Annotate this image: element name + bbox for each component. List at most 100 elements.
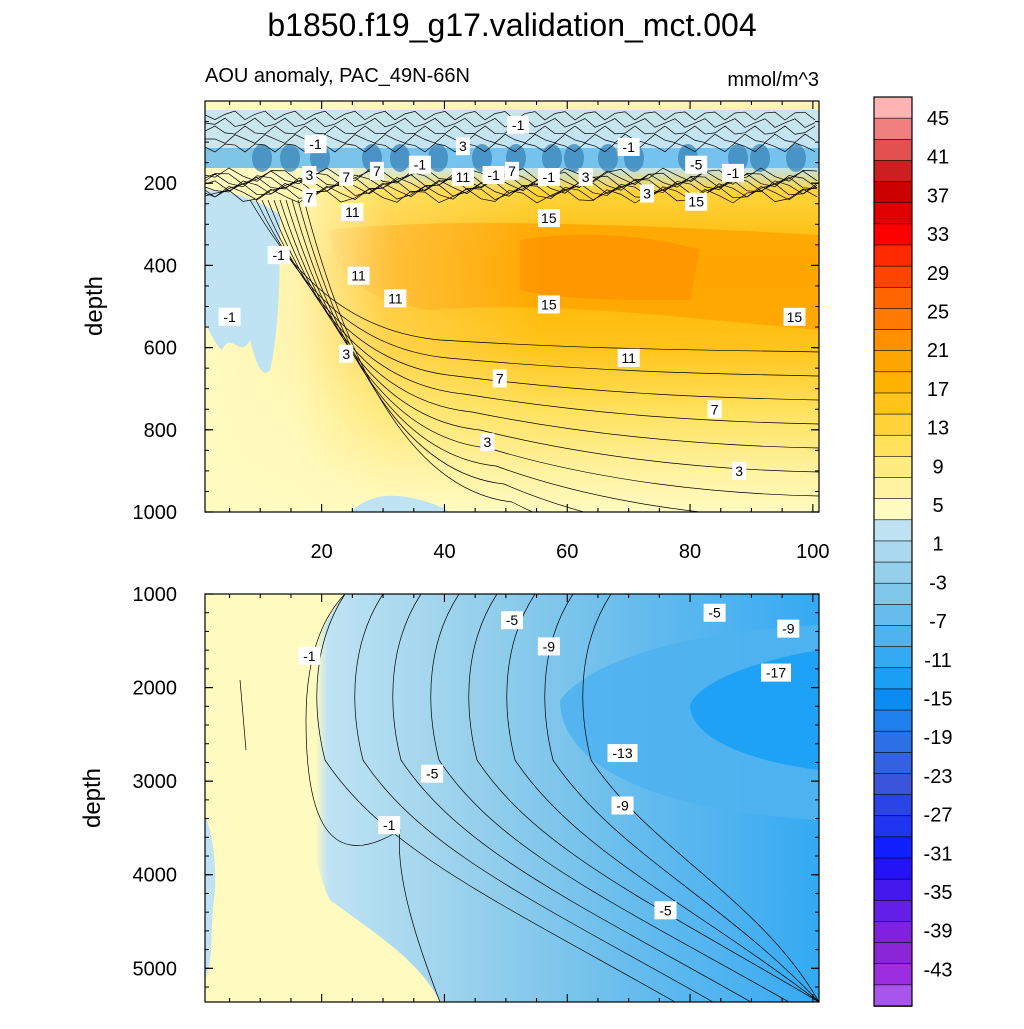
upper-contour-label: -1 (543, 169, 556, 185)
upper-bottom-negative (350, 495, 450, 512)
lower-contour-line (354, 594, 714, 1002)
colorbar-swatch (873, 815, 913, 838)
upper-ylabel: depth (81, 276, 108, 336)
spot-14 (750, 144, 770, 172)
upper-contour-line (267, 199, 819, 425)
upper-surface-contour (205, 110, 816, 121)
upper-ytick-label: 400 (144, 255, 177, 277)
upper-contour-label: 7 (711, 401, 719, 417)
upper-contour-label: 3 (459, 138, 467, 154)
lower-contour-label: -5 (659, 902, 672, 918)
upper-contour-label: 15 (787, 309, 803, 325)
upper-contour-label: 11 (388, 290, 403, 306)
upper-contour-line (273, 199, 819, 449)
upper-contour-label-bg (783, 307, 806, 326)
upper-contour-label: 7 (305, 190, 313, 206)
lower-contour-label: -9 (782, 621, 795, 637)
upper-contour-label-bg (507, 115, 530, 134)
colorbar-swatch (873, 117, 913, 141)
colorbar-swatch (873, 709, 913, 732)
upper-xtick-label: 20 (311, 541, 333, 563)
upper-contour-label-bg (537, 295, 560, 314)
upper-contour-label-bg (617, 348, 640, 367)
upper-contour-label: 3 (582, 169, 590, 185)
colorbar-swatch (873, 752, 913, 775)
upper-contour-line (261, 199, 819, 401)
lower-contour-label: -17 (766, 665, 786, 681)
spot-6 (472, 144, 492, 172)
colorbar-swatch (873, 519, 913, 542)
colorbar-swatch (873, 730, 913, 754)
colorbar-swatch (873, 984, 913, 1007)
upper-wavy-contour (205, 179, 818, 195)
upper-contour-label-bg (455, 137, 470, 156)
chart-title: b1850.f19_g17.validation_mct.004 (267, 7, 756, 43)
colorbar-swatch (873, 456, 913, 479)
upper-contour-label-bg (384, 289, 407, 308)
upper-xtick-label: 80 (679, 541, 701, 563)
upper-contour-label: 11 (345, 204, 360, 220)
upper-contour-label: 15 (541, 296, 557, 312)
colorbar-swatch (873, 371, 913, 394)
lower-contour-line (316, 594, 676, 1002)
spot-1 (280, 144, 300, 172)
upper-contour-label: 15 (688, 194, 704, 210)
colorbar-label: -39 (924, 921, 953, 943)
colorbar-swatch (873, 878, 913, 902)
colorbar-label: 17 (927, 379, 949, 401)
upper-xtick-label: 100 (796, 541, 829, 563)
colorbar-swatch (873, 540, 913, 563)
lower-contour-line (392, 594, 752, 1002)
colorbar-label: 13 (927, 418, 949, 440)
upper-contour-label-bg (339, 168, 354, 187)
upper-contour-label-bg (505, 161, 519, 180)
colorbar-swatch (873, 434, 913, 458)
colorbar-swatch (873, 181, 913, 204)
upper-contour-label: -1 (727, 165, 740, 181)
lower-contour-label: -13 (612, 745, 632, 761)
lower-ytick-label: 4000 (133, 865, 178, 887)
colorbar-frame (873, 96, 913, 1007)
upper-contour-label-bg (617, 138, 640, 157)
upper-contour-label-bg (451, 168, 474, 187)
upper-contour-label-bg (685, 155, 708, 174)
spot-10 (598, 144, 618, 172)
subtitle-right: mmol/m^3 (727, 69, 819, 91)
colorbar-label: -11 (924, 650, 951, 672)
upper-contour-label-bg (339, 344, 354, 363)
lower-frame (204, 593, 820, 1003)
lower-contour-label-bg (537, 637, 560, 656)
upper-contour-label-bg (347, 266, 370, 285)
upper-contour-label: 11 (621, 350, 636, 366)
spot-15 (786, 144, 806, 172)
upper-contour-label-bg (302, 188, 317, 207)
colorbar-label: 41 (927, 147, 949, 169)
lower-ylabel: depth (79, 768, 106, 828)
lower-ytick-label: 5000 (133, 958, 178, 980)
colorbar-swatch (873, 223, 913, 246)
upper-contour-label-bg (492, 369, 507, 388)
upper-contour-label-bg (369, 161, 384, 180)
lower-ytick-label: 2000 (133, 678, 178, 700)
upper-contour-label-bg (722, 163, 745, 182)
colorbar: 45 41 37 33 29 25 21 17 13 9 5 1 -3 -7 -11 -15 -19 -23 -27… (873, 96, 953, 1007)
lower-contour-label: -9 (543, 638, 556, 654)
upper-contour-label: 3 (305, 167, 313, 183)
upper-contour-label-bg (537, 168, 560, 187)
colorbar-swatch (873, 308, 913, 331)
upper-contour-label-bg (341, 202, 364, 221)
spot-8 (542, 144, 562, 172)
upper-contour-label: -1 (309, 136, 322, 152)
colorbar-swatch (873, 392, 913, 415)
upper-ytick-label: 800 (144, 420, 177, 442)
upper-contour-label-bg (408, 155, 431, 174)
lower-contour-label-bg (703, 603, 726, 622)
colorbar-swatch (873, 286, 913, 310)
upper-contour-label: 3 (342, 346, 350, 362)
colorbar-swatch (873, 138, 913, 162)
upper-xtick-label: 40 (433, 541, 455, 563)
colorbar-swatch (873, 667, 913, 690)
upper-contour-label: 3 (643, 185, 651, 201)
